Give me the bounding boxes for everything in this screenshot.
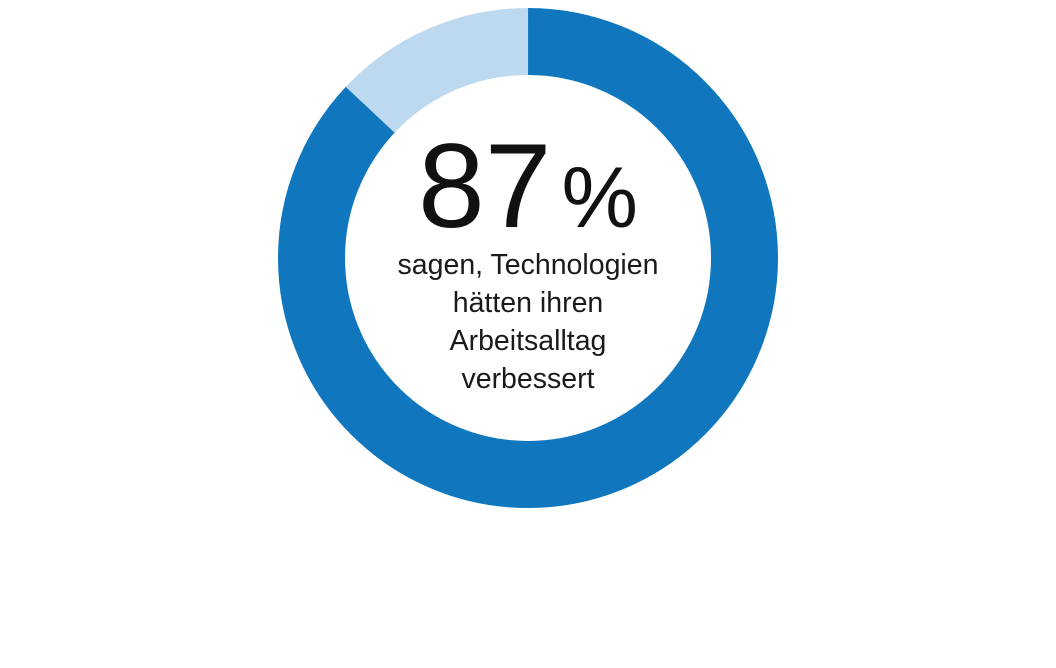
donut-segment (278, 8, 778, 508)
donut-center-description: sagen, Technologien hätten ihren Arbeits… (278, 246, 778, 398)
donut-ring (278, 8, 778, 508)
description-line: hätten ihren (452, 287, 604, 319)
donut-center-value: 87% (278, 126, 778, 246)
description-line: verbessert (461, 363, 595, 395)
donut-chart (278, 8, 778, 508)
description-line: sagen, Technologien (397, 249, 659, 281)
percent-value: 87 (418, 119, 552, 253)
percent-sign: % (561, 150, 638, 246)
description-line: Arbeitsalltag (449, 325, 607, 357)
